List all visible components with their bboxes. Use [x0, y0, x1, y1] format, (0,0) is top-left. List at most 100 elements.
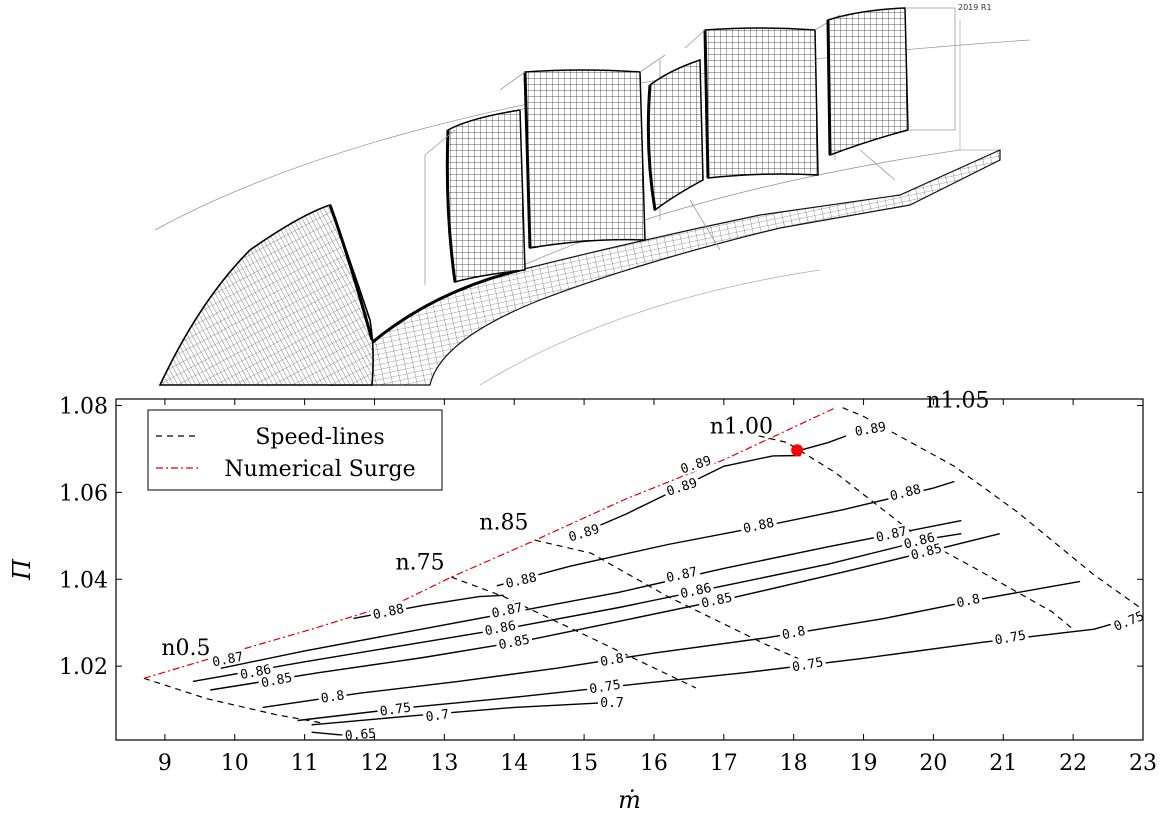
contour-label-group-1: 0.89 [662, 474, 701, 500]
contour-label-bg [952, 590, 984, 610]
contour-label-bg [317, 686, 348, 706]
contour-label-group-13: 0.86 [481, 617, 520, 640]
rotor1-blade [158, 203, 374, 386]
contour-label: 0.88 [889, 482, 923, 504]
contour-label-bg [778, 622, 809, 642]
speed-line-n-75 [451, 576, 697, 689]
contour-label: 0.75 [791, 655, 824, 675]
contour-label-bg [422, 705, 453, 724]
contour-label: 0.75 [379, 700, 412, 719]
contour-label-group-21: 0.8 [596, 649, 627, 670]
stator3-blade [827, 7, 909, 157]
speed-line-n1-00 [758, 435, 1074, 630]
contour-label: 0.75 [588, 678, 621, 698]
contour-label: 0.89 [665, 476, 699, 500]
x-tick-label: 9 [158, 751, 172, 776]
contour-label-group-10: 0.87 [662, 563, 701, 586]
speed-line-n1-05 [842, 407, 1144, 611]
x-tick-label: 21 [989, 751, 1017, 776]
y-tick-label: 1.02 [59, 655, 108, 680]
contour-label-group-30: 0.7 [598, 695, 626, 711]
efficiency-contour-0-86-5 [192, 533, 962, 683]
contour-label: 0.75 [1112, 609, 1147, 635]
contour-label: 0.88 [742, 516, 776, 537]
contour-label-group-2: 0.89 [676, 451, 715, 477]
contour-label-group-8: 0.87 [208, 648, 247, 670]
contour-label-bg [676, 451, 715, 477]
plot-area: 0.890.890.890.890.880.880.880.880.870.87… [143, 389, 1148, 744]
contour-label-group-5: 0.88 [501, 568, 541, 592]
x-axis: 9 10 11 12 13 14 15 16 17 18 19 20 21 22 23 [158, 399, 1157, 776]
x-tick-label: 20 [919, 751, 947, 776]
x-tick-label: 11 [291, 751, 319, 776]
efficiency-contour-0-87-4 [220, 519, 962, 669]
x-tick-label: 15 [570, 751, 598, 776]
contour-label: 0.8 [320, 688, 346, 706]
contour-label: 0.8 [781, 624, 807, 643]
contour-label-bg [662, 474, 701, 499]
speed-label-n1-00: n1.00 [710, 414, 773, 439]
contour-label: 0.89 [854, 420, 887, 440]
contour-label-bg [872, 522, 911, 545]
efficiency-contour-0-75-8 [297, 615, 1140, 722]
contour-label: 0.85 [910, 541, 944, 563]
contour-label-group-20: 0.8 [317, 686, 348, 707]
contour-label-group-23: 0.8 [952, 590, 984, 612]
contour-label-bg [481, 617, 520, 638]
contour-label: 0.89 [567, 522, 601, 545]
contour-label: 0.8 [599, 651, 625, 670]
plot-frame [115, 398, 1144, 741]
contour-label-bg [886, 480, 925, 503]
speed-line-n0-5 [143, 677, 326, 725]
contour-label: 0.7 [600, 696, 623, 711]
legend-speed-lines-label: Speed-lines [255, 425, 384, 450]
contour-label-group-29: 0.7 [422, 705, 453, 725]
speed-label-n-85: n.85 [479, 510, 528, 535]
contour-label-bg [1109, 607, 1148, 634]
x-tick-label: 22 [1059, 751, 1087, 776]
contour-label-bg [697, 589, 736, 611]
contour-label: 0.87 [665, 565, 699, 586]
contour-label-bg [598, 695, 626, 710]
x-tick-label: 14 [500, 751, 528, 776]
contour-label: 0.7 [425, 707, 450, 725]
x-tick-label: 10 [221, 751, 249, 776]
contour-label-bg [341, 725, 379, 743]
rotor3-blade [704, 27, 819, 179]
contour-label-group-31: 0.65 [341, 725, 379, 744]
contour-label: 0.87 [490, 600, 524, 621]
x-tick-label: 19 [850, 751, 878, 776]
contour-label-group-24: 0.75 [376, 699, 415, 720]
contour-label-group-27: 0.75 [991, 626, 1030, 648]
legend-box [147, 409, 443, 491]
speed-label-n1-05: n1.05 [926, 389, 989, 414]
contour-label-group-25: 0.75 [585, 676, 624, 698]
legend-numerical-surge-label: Numerical Surge [224, 457, 415, 482]
contour-label-group-18: 0.85 [697, 589, 736, 612]
contour-label-bg [739, 514, 778, 536]
mesh-version-tag: 2019 R1 [958, 3, 992, 12]
contour-label-bg [991, 626, 1030, 647]
x-tick-label: 18 [780, 751, 808, 776]
contour-label-bg [906, 539, 946, 563]
contour-label-bg [662, 563, 701, 585]
contour-label-group-16: 0.85 [257, 669, 296, 692]
contour-label-group-7: 0.88 [886, 480, 925, 504]
legend: Speed-lines Numerical Surge [147, 409, 443, 491]
contour-label-group-9: 0.87 [487, 599, 527, 622]
contour-label: 0.85 [497, 632, 531, 653]
contour-label-bg [495, 631, 534, 652]
contour-label-group-26: 0.75 [788, 653, 827, 675]
x-tick-label: 16 [640, 751, 668, 776]
contour-label: 0.86 [484, 619, 518, 640]
speed-label-n0-5: n0.5 [161, 636, 210, 661]
efficiency-contour-0-7-9 [311, 702, 599, 726]
contour-label: 0.85 [260, 671, 294, 692]
contour-label-group-4: 0.88 [369, 600, 408, 623]
contour-label-group-17: 0.85 [495, 631, 534, 653]
contour-label: 0.8 [955, 592, 981, 612]
rotor2-blade [524, 69, 646, 249]
contour-label-group-22: 0.8 [778, 622, 809, 643]
y-axis-label: Π [8, 558, 36, 581]
x-tick-label: 13 [430, 751, 458, 776]
